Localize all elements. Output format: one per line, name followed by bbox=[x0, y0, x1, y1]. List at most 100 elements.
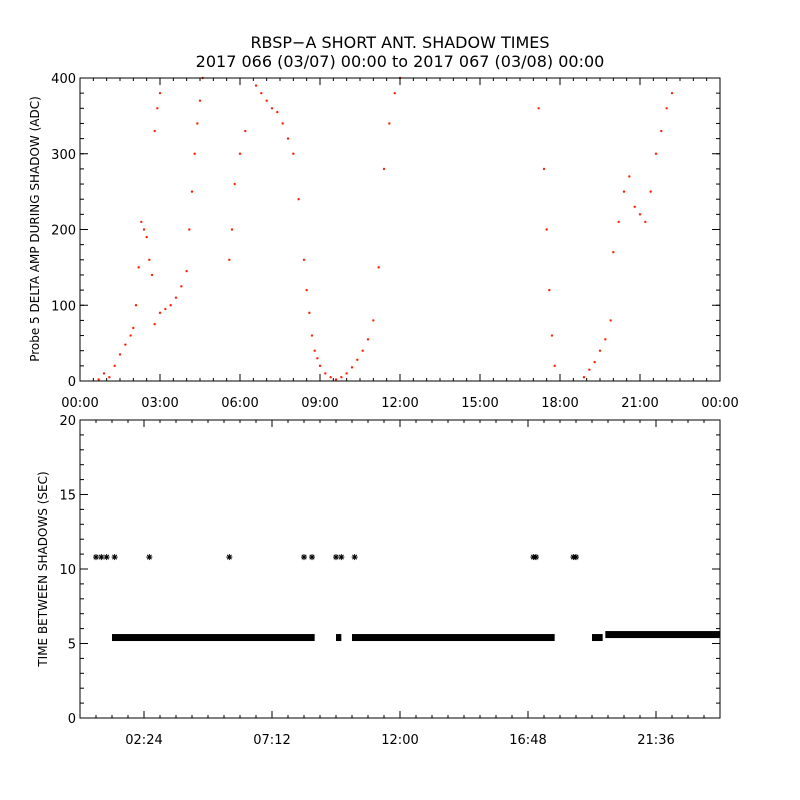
asterisk-point bbox=[351, 554, 358, 561]
bottom-x-tick-label: 07:12 bbox=[253, 733, 290, 748]
data-point bbox=[670, 91, 674, 95]
bottom-scatter-points bbox=[93, 554, 720, 642]
data-point bbox=[148, 258, 151, 261]
data-point bbox=[340, 376, 343, 379]
data-point bbox=[550, 334, 554, 337]
dense-point-band bbox=[592, 634, 603, 642]
data-point bbox=[329, 376, 332, 379]
data-point bbox=[244, 129, 247, 133]
data-point bbox=[553, 364, 556, 368]
data-point bbox=[292, 152, 295, 155]
data-point bbox=[129, 334, 132, 337]
data-point bbox=[382, 167, 386, 171]
asterisk-point bbox=[103, 554, 110, 561]
data-point bbox=[102, 372, 106, 375]
data-point bbox=[366, 338, 370, 341]
data-point bbox=[140, 220, 143, 224]
asterisk-point bbox=[573, 554, 579, 561]
data-point bbox=[142, 228, 146, 231]
data-point bbox=[169, 304, 172, 307]
data-point bbox=[190, 190, 194, 193]
top-y-tick-label: 0 bbox=[68, 375, 76, 390]
data-point bbox=[588, 368, 591, 371]
data-point bbox=[158, 91, 162, 95]
top-y-tick-label: 300 bbox=[51, 148, 76, 163]
bottom-axis-ticks: 02:24 07:12 12:00 16:48 21:36 0 5 10 15 20 bbox=[59, 414, 721, 748]
title-line-1: RBSP−A SHORT ANT. SHADOW TIMES bbox=[250, 33, 549, 52]
data-point bbox=[612, 251, 615, 254]
data-point bbox=[604, 338, 607, 341]
data-point bbox=[198, 99, 202, 102]
bottom-y-tick-label: 20 bbox=[59, 414, 76, 429]
top-x-tick-label: 00:00 bbox=[701, 396, 738, 411]
asterisk-point bbox=[146, 554, 153, 561]
data-point bbox=[361, 349, 364, 352]
top-x-tick-label: 06:00 bbox=[221, 396, 258, 411]
asterisk-point bbox=[111, 554, 118, 561]
asterisk-point bbox=[93, 554, 99, 561]
data-point bbox=[377, 266, 380, 269]
data-point bbox=[638, 213, 642, 216]
data-point bbox=[350, 366, 354, 369]
top-y-tick-label: 400 bbox=[51, 72, 76, 87]
data-point bbox=[617, 220, 620, 224]
data-point bbox=[286, 137, 290, 140]
data-point bbox=[156, 107, 159, 110]
data-point bbox=[188, 228, 191, 231]
bottom-y-tick-label: 10 bbox=[59, 563, 76, 578]
bottom-plot-frame bbox=[79, 419, 721, 719]
top-y-tick-label: 100 bbox=[51, 299, 76, 314]
data-point bbox=[233, 182, 236, 186]
data-point bbox=[393, 91, 396, 95]
data-point bbox=[270, 107, 274, 110]
data-point bbox=[665, 107, 668, 110]
data-point bbox=[113, 364, 116, 368]
bottom-x-tick-label: 02:24 bbox=[125, 733, 162, 748]
data-point bbox=[97, 378, 100, 381]
top-y-tick-label: 200 bbox=[51, 224, 76, 239]
data-point bbox=[318, 364, 322, 368]
data-point bbox=[649, 190, 652, 193]
data-point bbox=[254, 84, 258, 87]
dense-point-band bbox=[112, 634, 315, 642]
data-point bbox=[297, 198, 300, 201]
data-point bbox=[660, 129, 663, 133]
data-point bbox=[150, 273, 154, 277]
data-point bbox=[308, 311, 311, 315]
title-line-2: 2017 066 (03/07) 00:00 to 2017 067 (03/0… bbox=[196, 52, 605, 71]
data-point bbox=[356, 358, 359, 361]
data-point bbox=[118, 353, 122, 356]
data-point bbox=[334, 378, 338, 381]
data-point bbox=[548, 288, 551, 292]
bottom-x-tick-label: 16:48 bbox=[509, 733, 546, 748]
data-point bbox=[134, 304, 138, 307]
bottom-x-tick-label: 12:00 bbox=[381, 733, 418, 748]
data-point bbox=[145, 235, 148, 239]
data-point bbox=[260, 91, 263, 95]
data-point bbox=[174, 296, 178, 299]
data-point bbox=[124, 343, 127, 346]
data-point bbox=[132, 326, 135, 330]
data-point bbox=[180, 285, 183, 288]
data-point bbox=[654, 152, 658, 155]
top-y-axis-label: Probe 5 DELTA AMP DURING SHADOW (ADC) bbox=[28, 96, 42, 362]
top-x-tick-label: 21:00 bbox=[621, 396, 658, 411]
data-point bbox=[313, 349, 316, 352]
data-point bbox=[310, 334, 314, 337]
top-x-tick-label: 15:00 bbox=[461, 396, 498, 411]
bottom-panel: 02:24 07:12 12:00 16:48 21:36 0 5 10 15 20 TIME B… bbox=[36, 414, 721, 748]
data-point bbox=[537, 107, 540, 110]
data-point bbox=[582, 376, 586, 379]
asterisk-point bbox=[338, 554, 345, 561]
data-point bbox=[137, 266, 140, 269]
data-point bbox=[164, 307, 167, 311]
asterisk-point bbox=[226, 554, 233, 561]
data-point bbox=[108, 376, 111, 379]
top-x-tick-label: 03:00 bbox=[141, 396, 178, 411]
asterisk-point bbox=[533, 554, 539, 561]
data-point bbox=[158, 311, 162, 315]
data-point bbox=[542, 167, 546, 171]
data-point bbox=[593, 360, 596, 364]
data-point bbox=[345, 372, 348, 375]
